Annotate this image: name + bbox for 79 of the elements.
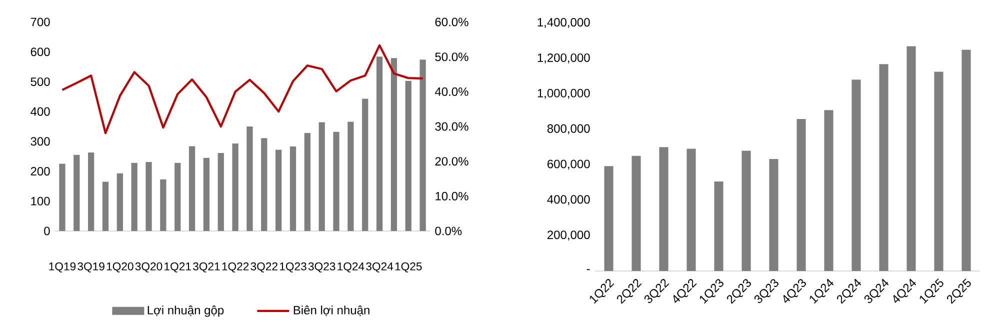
bar xyxy=(405,80,412,231)
bar xyxy=(906,46,916,271)
bar xyxy=(318,122,325,231)
bar xyxy=(659,147,668,271)
y-tick-label: 800,000 xyxy=(547,124,590,134)
bar xyxy=(348,122,354,231)
bar xyxy=(604,166,614,271)
x-tick-label: 1Q19 xyxy=(49,262,76,272)
bar xyxy=(290,146,296,231)
bar xyxy=(962,50,971,271)
x-tick-label: 1Q21 xyxy=(164,262,191,272)
y-tick-label: 600,000 xyxy=(548,160,590,170)
bar xyxy=(218,153,224,231)
y-tick-label: 0 xyxy=(44,226,50,236)
x-tick-label: 3Q22 xyxy=(250,262,278,272)
bar xyxy=(246,126,253,231)
bar xyxy=(116,173,123,231)
bar xyxy=(59,164,66,231)
x-tick-label: 3Q20 xyxy=(135,262,162,272)
y2-tick-label: 20.0% xyxy=(435,157,468,166)
y2-tick-label: 30.0% xyxy=(435,122,468,131)
y2-tick-label: 10.0% xyxy=(436,192,468,200)
bar xyxy=(232,144,238,231)
bar xyxy=(420,60,426,231)
legend-label: Biên lợi nhuận xyxy=(294,306,370,316)
x-tick-label: 3Q19 xyxy=(78,262,104,272)
bar xyxy=(146,162,152,231)
y-tick-label: 700 xyxy=(30,18,50,26)
y-tick-label: 500 xyxy=(30,77,50,86)
y2-tick-label: 40.0% xyxy=(434,87,468,96)
bar xyxy=(376,56,383,231)
bar xyxy=(934,72,944,271)
y-tick-label: 600 xyxy=(30,48,50,56)
y-tick-label: 200 xyxy=(30,167,50,176)
bar xyxy=(276,150,282,231)
bar xyxy=(74,154,80,231)
y2-tick-label: 50.0% xyxy=(435,52,468,62)
y-tick-label: 100 xyxy=(31,196,50,206)
bar xyxy=(174,162,181,231)
y2-tick-label: 0.0% xyxy=(435,226,462,236)
bar xyxy=(160,179,166,231)
x-tick-label: 1Q22 xyxy=(222,262,249,272)
y-tick-label: 1,200,000 xyxy=(538,53,590,64)
bar xyxy=(769,159,778,271)
x-tick-label: 1Q23 xyxy=(280,262,306,272)
y-tick-label: 400 xyxy=(30,107,50,116)
y-tick-label: 1,400,000 xyxy=(538,18,590,28)
bar xyxy=(852,80,861,271)
x-tick-label: 1Q20 xyxy=(106,262,134,272)
bar xyxy=(102,182,109,231)
x-tick-label: 3Q24 xyxy=(366,262,394,272)
legend-label: Lợi nhuận gộp xyxy=(148,306,224,317)
x-tick-label: 3Q21 xyxy=(193,262,220,272)
bar xyxy=(796,119,806,271)
bar xyxy=(714,182,724,271)
y-tick-label: 1,000,000 xyxy=(538,88,590,99)
x-tick-label: 1Q24 xyxy=(338,262,364,272)
bar xyxy=(390,58,398,231)
bar xyxy=(879,64,888,271)
line-series xyxy=(61,44,424,134)
bar xyxy=(188,146,196,231)
y-tick-label: 300 xyxy=(30,137,50,146)
y-tick-label: 400,000 xyxy=(547,195,590,206)
bar xyxy=(632,156,641,271)
bar xyxy=(362,98,368,231)
y2-tick-label: 60.0% xyxy=(435,18,468,26)
bar xyxy=(824,110,834,271)
bar xyxy=(261,138,268,231)
bar xyxy=(203,158,210,231)
bar xyxy=(742,150,751,271)
y-tick-label: 200,000 xyxy=(548,230,590,241)
bar xyxy=(686,148,696,271)
bar xyxy=(88,152,94,231)
bar xyxy=(333,132,340,231)
x-tick-label: 1Q25 xyxy=(395,262,422,272)
bar xyxy=(131,162,138,231)
bar xyxy=(304,133,310,231)
y-tick-label: - xyxy=(586,269,590,270)
x-tick-label: 3Q23 xyxy=(308,262,336,272)
